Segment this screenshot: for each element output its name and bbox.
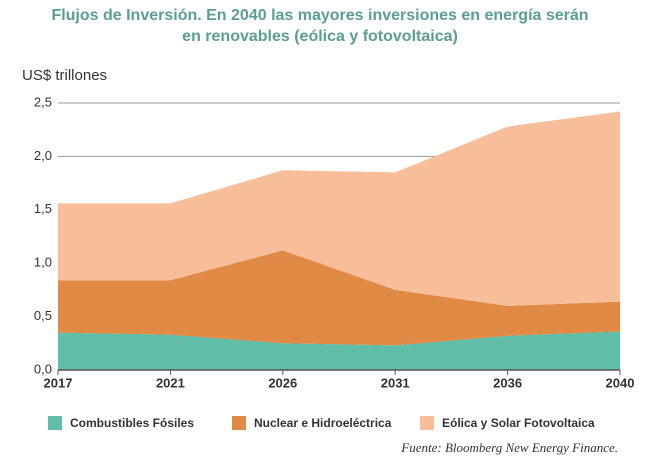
source: Fuente: Bloomberg New Energy Finance. xyxy=(400,440,618,455)
legend-label: Combustibles Fósiles xyxy=(70,416,194,430)
y-tick-label: 0,0 xyxy=(34,361,52,376)
y-tick-label: 1,5 xyxy=(34,201,52,216)
x-tick-label: 2036 xyxy=(493,375,522,390)
x-tick-label: 2021 xyxy=(156,375,185,390)
y-tick-label: 1,0 xyxy=(34,255,52,270)
y-tick-label: 2,0 xyxy=(34,148,52,163)
area xyxy=(58,331,620,370)
legend-swatch xyxy=(232,416,246,430)
area xyxy=(58,250,620,346)
x-tick-label: 2026 xyxy=(268,375,297,390)
legend-swatch xyxy=(420,416,434,430)
chart-title-line: en renovables (eólica y fotovoltaica) xyxy=(182,28,458,45)
y-tick-label: 0,5 xyxy=(34,308,52,323)
x-tick-label: 2040 xyxy=(606,375,635,390)
y-tick-label: 2,5 xyxy=(34,94,52,109)
x-tick-label: 2031 xyxy=(381,375,410,390)
x-tick-label: 2017 xyxy=(44,375,73,390)
legend-swatch xyxy=(48,416,62,430)
area xyxy=(58,111,620,306)
legend-label: Nuclear e Hidroeléctrica xyxy=(254,416,392,430)
chart-title-line: Flujos de Inversión. En 2040 las mayores… xyxy=(51,7,588,24)
legend-label: Eólica y Solar Fotovoltaica xyxy=(442,416,595,430)
y-axis-label: US$ trillones xyxy=(22,67,107,84)
